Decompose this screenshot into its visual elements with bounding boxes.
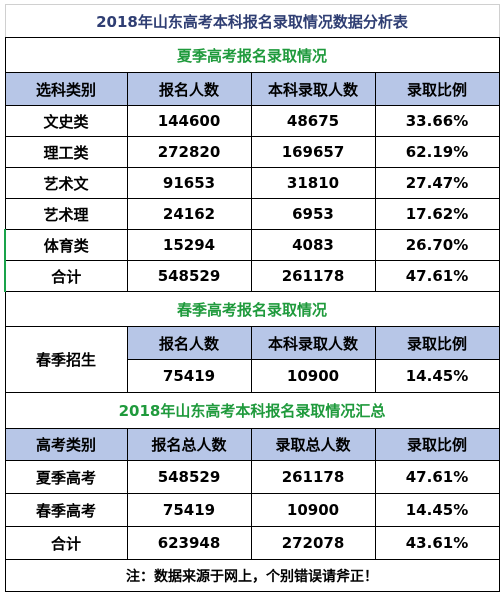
- page-title: 2018年山东高考本科报名录取情况数据分析表: [4, 4, 500, 38]
- spring-admitted: 10900: [250, 359, 376, 393]
- summer-row-admitted: 31810: [250, 167, 376, 199]
- summer-row-admitted: 6953: [250, 198, 376, 230]
- spring-section-title: 春季高考报名录取情况: [4, 291, 500, 327]
- summary-row-ratio: 14.45%: [374, 493, 500, 527]
- summer-section-title: 夏季高考报名录取情况: [4, 37, 500, 73]
- summer-row-category: 理工类: [4, 136, 128, 168]
- spring-label: 春季招生: [4, 326, 128, 393]
- summer-header-admitted: 本科录取人数: [250, 72, 376, 106]
- table-row: 理工类 272820 169657 62.19%: [4, 136, 500, 168]
- summer-row-category: 艺术理: [4, 198, 128, 230]
- table-row: 75419 10900 14.45%: [5, 359, 500, 393]
- table-row: 体育类 15294 4083 26.70%: [4, 229, 500, 261]
- summary-total-label: 合计: [4, 526, 128, 560]
- summer-row-ratio: 33.66%: [374, 105, 500, 137]
- summary-row-admitted: 261178: [250, 460, 376, 494]
- table-row: 合计 548529 261178 47.61%: [4, 260, 500, 292]
- summary-header-category: 高考类别: [4, 428, 128, 461]
- summer-row-ratio: 27.47%: [374, 167, 500, 199]
- summer-row-admitted: 4083: [250, 229, 376, 261]
- summary-row-admitted: 10900: [250, 493, 376, 527]
- spring-ratio: 14.45%: [374, 359, 500, 393]
- summer-total-ratio: 47.61%: [374, 260, 500, 292]
- summer-total-applicants: 548529: [126, 260, 252, 292]
- table-row: 艺术文 91653 31810 27.47%: [4, 167, 500, 199]
- summary-header-ratio: 录取比例: [374, 428, 500, 461]
- table-row: 夏季高考 548529 261178 47.61%: [4, 460, 500, 494]
- table-row: 合计 623948 272078 43.61%: [4, 526, 500, 560]
- summer-row-applicants: 15294: [126, 229, 252, 261]
- summer-row-ratio: 17.62%: [374, 198, 500, 230]
- summer-total-admitted: 261178: [250, 260, 376, 292]
- footnote: 注：数据来源于网上，个别错误请斧正！: [4, 559, 500, 592]
- summer-total-label: 合计: [4, 260, 128, 292]
- table-row: 艺术理 24162 6953 17.62%: [4, 198, 500, 230]
- data-table: 2018年山东高考本科报名录取情况数据分析表 夏季高考报名录取情况 选科类别 报…: [4, 4, 500, 592]
- summary-header-admitted: 录取总人数: [250, 428, 376, 461]
- summary-total-admitted: 272078: [250, 526, 376, 560]
- summer-row-admitted: 48675: [250, 105, 376, 137]
- summer-header-category: 选科类别: [4, 72, 128, 106]
- summary-row-applicants: 75419: [126, 493, 252, 527]
- summary-header-applicants: 报名总人数: [126, 428, 252, 461]
- summer-row-applicants: 91653: [126, 167, 252, 199]
- summer-row-ratio: 26.70%: [374, 229, 500, 261]
- summer-header-applicants: 报名人数: [126, 72, 252, 106]
- summer-row-applicants: 144600: [126, 105, 252, 137]
- spring-applicants: 75419: [126, 359, 252, 393]
- spring-header-ratio: 录取比例: [374, 326, 500, 360]
- summer-row-applicants: 24162: [126, 198, 252, 230]
- summer-header-ratio: 录取比例: [374, 72, 500, 106]
- summary-row-category: 春季高考: [4, 493, 128, 527]
- spring-header-applicants: 报名人数: [126, 326, 252, 360]
- summer-row-category: 体育类: [4, 229, 128, 261]
- summer-row-category: 艺术文: [4, 167, 128, 199]
- summer-row-admitted: 169657: [250, 136, 376, 168]
- summary-row-category: 夏季高考: [4, 460, 128, 494]
- summer-row-ratio: 62.19%: [374, 136, 500, 168]
- summary-row-ratio: 47.61%: [374, 460, 500, 494]
- summary-total-ratio: 43.61%: [374, 526, 500, 560]
- table-row: 文史类 144600 48675 33.66%: [4, 105, 500, 137]
- summer-row-applicants: 272820: [126, 136, 252, 168]
- spring-header-admitted: 本科录取人数: [250, 326, 376, 360]
- summary-row-applicants: 548529: [126, 460, 252, 494]
- table-row: 春季高考 75419 10900 14.45%: [4, 493, 500, 527]
- summary-section-title: 2018年山东高考本科报名录取情况汇总: [4, 392, 500, 429]
- summary-total-applicants: 623948: [126, 526, 252, 560]
- summer-row-category: 文史类: [4, 105, 128, 137]
